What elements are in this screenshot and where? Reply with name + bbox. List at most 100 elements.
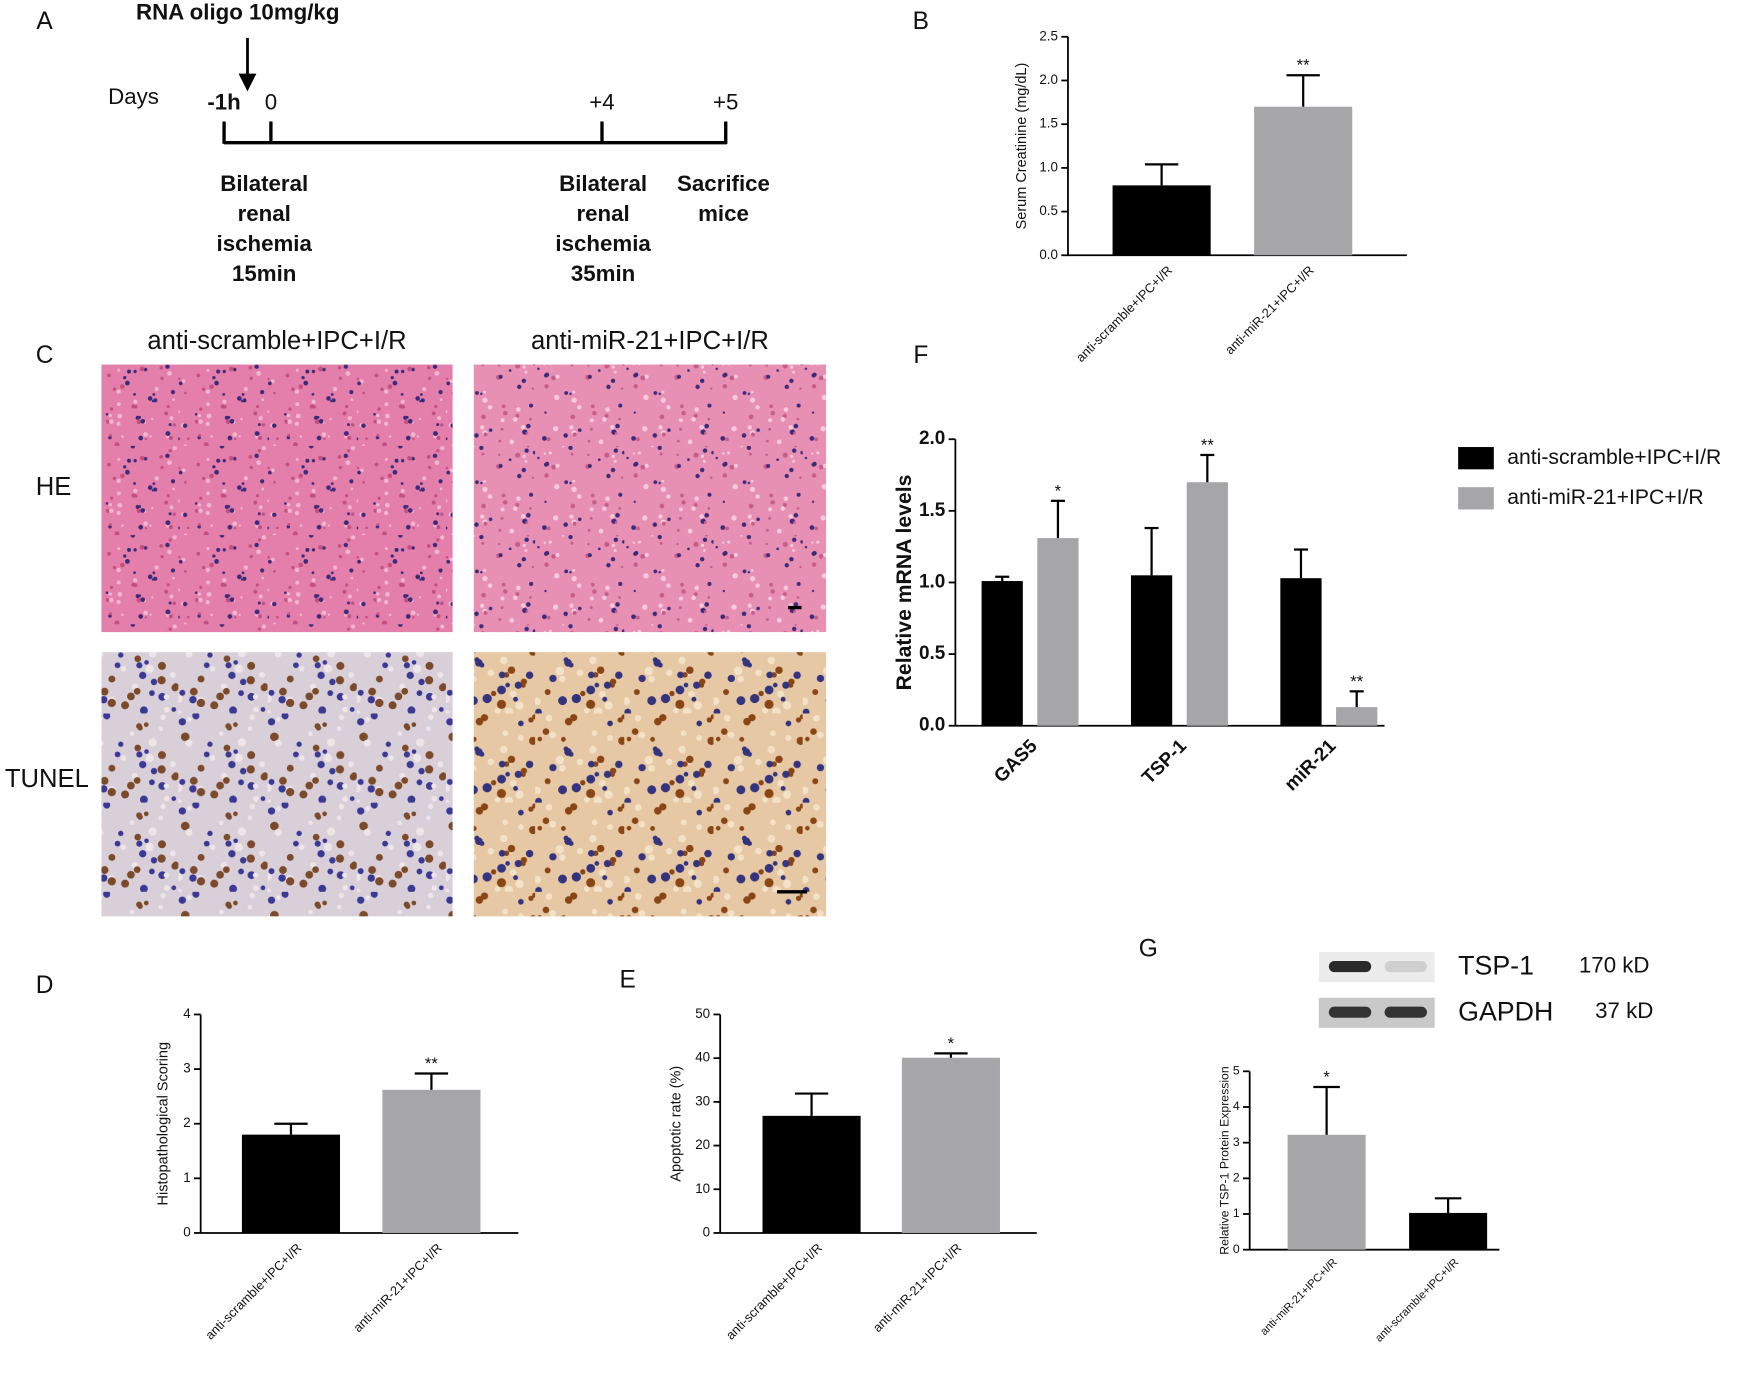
y-axis-label: Histopathological Scoring — [156, 1042, 172, 1205]
bar — [241, 1134, 341, 1233]
y-tick-label: 1.0 — [1039, 159, 1058, 174]
y-tick-label: 1.0 — [919, 571, 945, 592]
significance: * — [1055, 481, 1062, 500]
timeline-tick-label: +5 — [713, 90, 738, 115]
row-label: TUNEL — [5, 765, 89, 793]
bar — [1037, 538, 1079, 726]
column-header: anti-miR-21+IPC+I/R — [531, 327, 769, 355]
y-tick-label: 40 — [695, 1050, 710, 1065]
timeline-note: Bilateral — [220, 171, 308, 196]
y-tick-label: 10 — [695, 1181, 710, 1196]
bar — [1112, 185, 1211, 256]
timeline-note: 35min — [571, 261, 635, 286]
blot-band — [1328, 960, 1372, 973]
y-axis-label: Serum Creatinine (mg/dL) — [1014, 63, 1030, 230]
y-tick-label: 2 — [1233, 1171, 1240, 1185]
significance: ** — [1297, 56, 1311, 75]
y-tick-label: 4 — [183, 1006, 191, 1021]
legend-swatch — [1458, 447, 1494, 470]
blot-band — [1384, 960, 1427, 973]
timeline-title: RNA oligo 10mg/kg — [136, 0, 339, 24]
y-tick-label: 50 — [695, 1006, 710, 1021]
timeline-note: Bilateral — [559, 171, 647, 196]
legend-label: anti-miR-21+IPC+I/R — [1507, 486, 1704, 509]
x-tick-label: anti-miR-21+IPC+I/R — [1222, 263, 1317, 358]
micrograph — [473, 364, 827, 633]
x-tick-label: anti-miR-21+IPC+I/R — [1258, 1257, 1339, 1338]
significance: ** — [1350, 672, 1364, 691]
timeline-tick-label: 0 — [265, 90, 277, 115]
y-tick-label: 30 — [695, 1093, 710, 1108]
panel-label: D — [36, 972, 54, 999]
y-tick-label: 0 — [703, 1224, 710, 1239]
x-tick-label: anti-scramble+IPC+I/R — [202, 1240, 304, 1342]
y-tick-label: 4 — [1233, 1099, 1240, 1113]
legend-swatch — [1458, 487, 1494, 510]
arrow-head — [238, 73, 257, 92]
timeline-note: renal — [576, 201, 629, 226]
x-tick-label: anti-scramble+IPC+I/R — [723, 1240, 825, 1342]
x-tick-label: anti-miR-21+IPC+I/R — [350, 1240, 445, 1335]
bar — [1254, 106, 1353, 256]
y-tick-label: 0.0 — [1039, 247, 1058, 262]
blot-size: 37 kD — [1595, 998, 1653, 1023]
blot-band — [1384, 1006, 1427, 1018]
bar — [981, 581, 1023, 726]
bar — [1287, 1134, 1366, 1250]
blot-protein: GAPDH — [1458, 996, 1553, 1026]
bar — [762, 1115, 861, 1233]
y-tick-label: 1.5 — [1039, 116, 1058, 131]
panel-label: G — [1139, 935, 1158, 962]
panel-label: E — [619, 967, 635, 994]
timeline-note: ischemia — [555, 231, 651, 256]
bar — [1130, 575, 1173, 726]
y-tick-label: 2 — [183, 1115, 190, 1130]
timeline-note: mice — [698, 201, 749, 226]
significance: ** — [1201, 435, 1215, 454]
y-tick-label: 2.0 — [919, 428, 945, 449]
x-tick-label: TSP-1 — [1138, 736, 1191, 789]
bar — [1336, 707, 1378, 726]
column-header: anti-scramble+IPC+I/R — [147, 327, 406, 355]
y-tick-label: 1 — [1233, 1206, 1240, 1220]
bar — [1280, 578, 1322, 726]
blot-band — [1328, 1006, 1372, 1018]
blot-protein: TSP-1 — [1458, 951, 1534, 981]
y-tick-label: 0.5 — [919, 643, 945, 664]
bar — [901, 1057, 1000, 1233]
panel-label: F — [913, 342, 928, 369]
y-axis-label: Relative mRNA levels — [893, 475, 916, 691]
x-tick-label: anti-scramble+IPC+I/R — [1373, 1257, 1461, 1345]
x-tick-label: anti-miR-21+IPC+I/R — [870, 1240, 965, 1335]
x-tick-label: anti-scramble+IPC+I/R — [1073, 263, 1175, 365]
timeline-note: renal — [238, 201, 291, 226]
y-tick-label: 0.0 — [919, 715, 945, 736]
timeline-note: 15min — [232, 261, 296, 286]
y-tick-label: 2.5 — [1039, 28, 1058, 43]
y-axis-label: Apoptotic rate (%) — [669, 1066, 685, 1182]
bar — [382, 1089, 481, 1233]
timeline-tick-label: -1h — [207, 90, 240, 115]
panel-label: A — [36, 8, 53, 35]
y-tick-label: 1.5 — [919, 500, 945, 521]
timeline-axis-label: Days — [108, 84, 159, 109]
y-tick-label: 1 — [183, 1170, 190, 1185]
panel-label: B — [913, 8, 929, 35]
y-tick-label: 0 — [183, 1224, 190, 1239]
y-tick-label: 2.0 — [1039, 72, 1058, 87]
y-tick-label: 3 — [1233, 1135, 1240, 1149]
legend-label: anti-scramble+IPC+I/R — [1507, 446, 1721, 469]
x-tick-label: GAS5 — [990, 736, 1041, 787]
y-tick-label: 3 — [183, 1061, 190, 1076]
x-tick-label: miR-21 — [1281, 736, 1341, 796]
significance: ** — [425, 1054, 439, 1073]
bar — [1186, 482, 1228, 726]
timeline-tick-label: +4 — [589, 90, 614, 115]
micrograph — [101, 652, 453, 917]
bar — [1409, 1212, 1488, 1250]
micrograph — [101, 364, 453, 633]
significance: * — [948, 1034, 955, 1053]
row-label: HE — [36, 473, 72, 501]
